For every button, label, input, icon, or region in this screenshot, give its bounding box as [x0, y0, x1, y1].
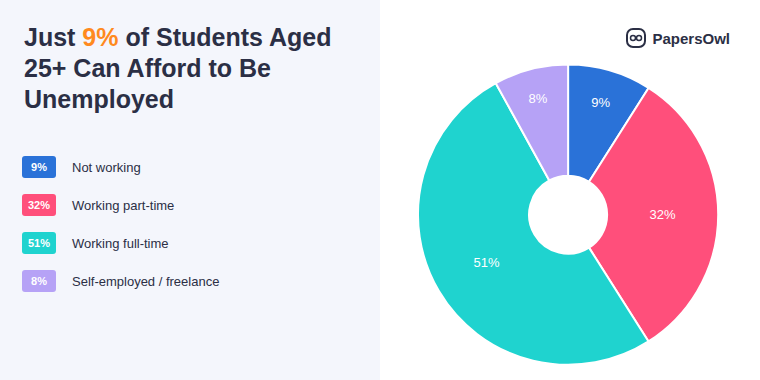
svg-text:51%: 51% — [473, 255, 499, 270]
html-text:51%: 51% — [28, 237, 50, 249]
html-text:Working full-time: Working full-time — [72, 235, 169, 251]
html-text:Not working: Not working — [72, 159, 141, 175]
svg-text:9%: 9% — [591, 95, 610, 110]
svg-text:32%: 32% — [649, 207, 675, 222]
html-text:9%: 9% — [31, 161, 47, 173]
html-text:Self-employed / freelance: Self-employed / freelance — [72, 273, 220, 289]
html-text:Just 9% of Students Aged 25+ C: Just 9% of Students Aged 25+ Can Afford … — [24, 23, 332, 113]
svg-text:8%: 8% — [529, 91, 548, 106]
html-text:32%: 32% — [28, 199, 50, 211]
html-text:PapersOwl: PapersOwl — [652, 29, 730, 47]
html-text:8%: 8% — [31, 275, 47, 287]
html-text:Working part-time: Working part-time — [72, 197, 175, 213]
